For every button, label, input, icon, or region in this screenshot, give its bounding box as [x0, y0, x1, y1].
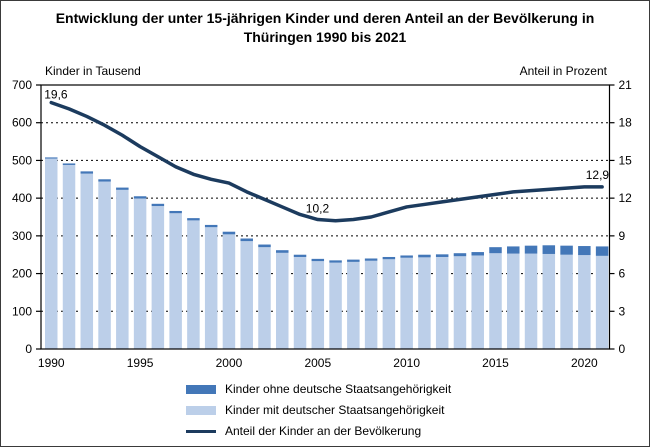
svg-text:0: 0: [619, 342, 626, 356]
left-axis-unit-label: Kinder in Tausend: [45, 64, 141, 78]
legend-label-share-line: Anteil der Kinder an der Bevölkerung: [225, 424, 422, 438]
legend-item-children-non-german: Kinder ohne deutsche Staatsangehörigkeit: [186, 382, 451, 396]
svg-text:500: 500: [12, 153, 32, 167]
legend-swatch-light-bar-icon: [186, 405, 216, 415]
svg-text:700: 700: [12, 78, 32, 92]
svg-text:2015: 2015: [482, 356, 509, 370]
svg-text:21: 21: [619, 78, 633, 92]
svg-text:9: 9: [619, 229, 626, 243]
svg-text:300: 300: [12, 229, 32, 243]
svg-text:18: 18: [619, 116, 633, 130]
svg-text:6: 6: [619, 267, 626, 281]
svg-text:15: 15: [619, 153, 633, 167]
svg-text:2000: 2000: [216, 356, 243, 370]
legend-swatch-line-icon: [186, 429, 216, 433]
svg-text:100: 100: [12, 304, 32, 318]
right-axis-unit-label: Anteil in Prozent: [519, 64, 607, 78]
svg-text:2010: 2010: [393, 356, 420, 370]
svg-text:1990: 1990: [38, 356, 65, 370]
svg-text:10,2: 10,2: [306, 202, 330, 216]
legend-swatch-dark-bar-icon: [186, 384, 216, 394]
svg-text:1995: 1995: [127, 356, 154, 370]
svg-text:2005: 2005: [304, 356, 331, 370]
chart-title: Entwicklung der unter 15-jährigen Kinder…: [55, 10, 595, 45]
svg-text:200: 200: [12, 267, 32, 281]
svg-text:3: 3: [619, 304, 626, 318]
chart-legend: Kinder ohne deutsche Staatsangehörigkeit…: [186, 382, 451, 438]
svg-text:12,9: 12,9: [586, 168, 610, 182]
legend-item-children-german: Kinder mit deutscher Staatsangehörigkeit: [186, 403, 451, 417]
svg-text:19,6: 19,6: [44, 88, 68, 102]
svg-text:600: 600: [12, 116, 32, 130]
svg-text:2020: 2020: [571, 356, 598, 370]
legend-item-share-line: Anteil der Kinder an der Bevölkerung: [186, 424, 451, 438]
svg-text:400: 400: [12, 191, 32, 205]
legend-label-children-german: Kinder mit deutscher Staatsangehörigkeit: [225, 403, 445, 417]
svg-text:0: 0: [25, 342, 32, 356]
svg-text:12: 12: [619, 191, 633, 205]
legend-label-children-non-german: Kinder ohne deutsche Staatsangehörigkeit: [225, 382, 452, 396]
